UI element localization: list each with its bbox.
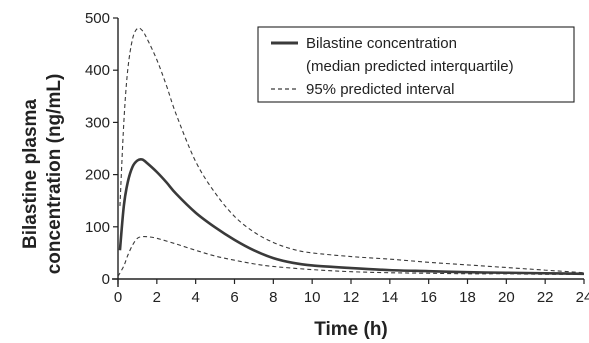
x-tick-label: 0 (114, 289, 122, 306)
x-axis-label: Time (h) (314, 319, 388, 340)
x-tick-label: 10 (304, 289, 321, 306)
legend: Bilastine concentration (median predicted… (258, 27, 574, 102)
y-axis-label-line-1: Bilastine plasma (20, 99, 41, 249)
x-tick-label: 6 (230, 289, 238, 306)
x-tick-label: 2 (153, 289, 161, 306)
y-tick-label: 400 (85, 62, 110, 79)
x-tick-label: 24 (576, 289, 589, 306)
x-tick-label: 18 (459, 289, 476, 306)
y-axis-label-line-2: concentration (ng/mL) (44, 74, 65, 275)
y-tick-label: 200 (85, 167, 110, 184)
legend-label-median-line-2: (median predicted interquartile) (306, 58, 514, 75)
x-tick-label: 22 (537, 289, 554, 306)
legend-label-interval: 95% predicted interval (306, 81, 454, 98)
x-tick-label: 20 (498, 289, 515, 306)
x-tick-label: 12 (343, 289, 360, 306)
legend-label-median: Bilastine concentration (306, 35, 457, 52)
y-tick-label: 300 (85, 114, 110, 131)
x-tick-label: 4 (191, 289, 199, 306)
x-tick-label: 14 (381, 289, 398, 306)
y-tick-label: 0 (102, 271, 110, 288)
x-tick-label: 8 (269, 289, 277, 306)
x-tick-label: 16 (420, 289, 437, 306)
y-tick-label: 100 (85, 219, 110, 236)
y-tick-label: 500 (85, 10, 110, 27)
